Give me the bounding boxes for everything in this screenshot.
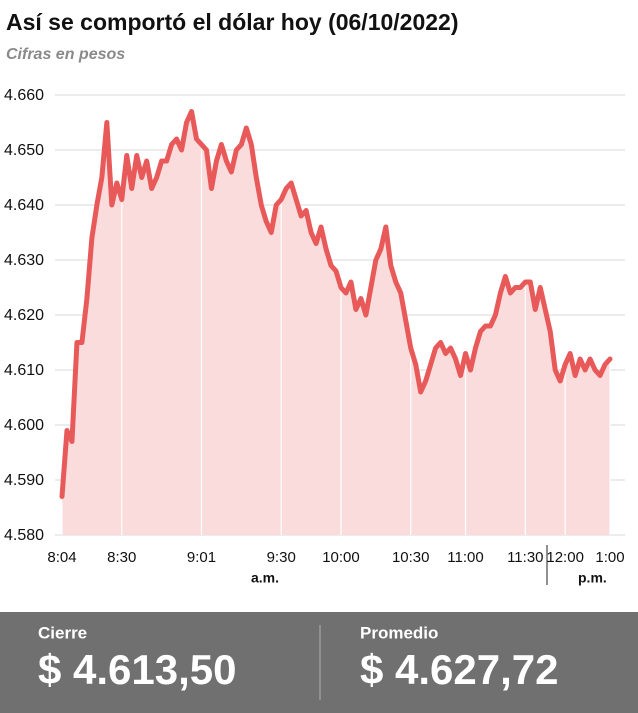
x-tick-label: 10:30 (392, 549, 430, 566)
y-tick-label: 4.620 (4, 307, 44, 324)
summary-label: Promedio (360, 623, 438, 642)
y-tick-label: 4.600 (4, 417, 44, 434)
y-tick-label: 4.590 (4, 472, 44, 489)
area-fill (62, 111, 610, 535)
y-tick-label: 4.640 (4, 197, 44, 214)
y-tick-label: 4.580 (4, 527, 44, 544)
chart-title: Así se comportó el dólar hoy (06/10/2022… (6, 9, 459, 35)
line (59, 109, 613, 499)
x-tick-label: 11:30 (507, 549, 543, 566)
summary-panel (0, 612, 638, 713)
x-tick-label: 1:00 (595, 549, 624, 566)
y-tick-label: 4.610 (4, 362, 44, 379)
x-tick-label: 12:00 (546, 549, 584, 566)
x-tick-label: 8:30 (107, 549, 136, 566)
y-tick-label: 4.630 (4, 252, 44, 269)
x-tick-label: 9:01 (187, 549, 216, 566)
period-label: a.m. (251, 570, 279, 586)
summary-value: $ 4.627,72 (360, 646, 559, 693)
x-tick-label: 10:00 (322, 549, 360, 566)
period-label: p.m. (578, 570, 607, 586)
y-tick-label: 4.650 (4, 142, 44, 159)
x-tick-label: 8:04 (47, 549, 76, 566)
x-tick-label: 9:30 (267, 549, 296, 566)
y-tick-label: 4.660 (4, 87, 44, 104)
x-tick-label: 11:00 (447, 549, 483, 566)
summary-label: Cierre (38, 623, 87, 642)
summary-value: $ 4.613,50 (38, 646, 237, 693)
chart-subtitle: Cifras en pesos (6, 46, 125, 63)
